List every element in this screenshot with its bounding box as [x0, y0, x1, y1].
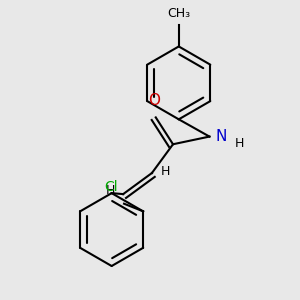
Text: H: H	[106, 184, 116, 197]
Text: H: H	[161, 165, 170, 178]
Text: O: O	[148, 93, 160, 108]
Text: Cl: Cl	[104, 180, 117, 194]
Text: H: H	[234, 137, 244, 150]
Text: N: N	[215, 129, 226, 144]
Text: CH₃: CH₃	[167, 7, 190, 20]
